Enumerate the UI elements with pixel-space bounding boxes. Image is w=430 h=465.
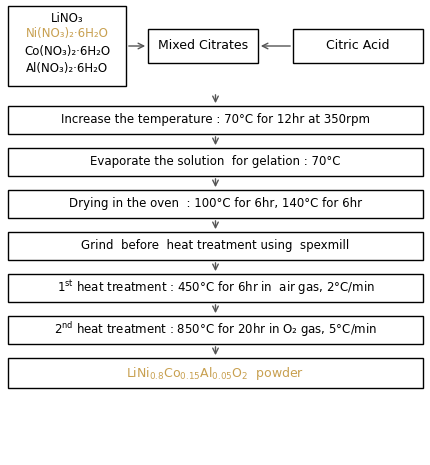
Bar (8, 358, 422, 388)
Bar (8, 148, 422, 176)
Text: Al(NO₃)₂·6H₂O: Al(NO₃)₂·6H₂O (26, 62, 108, 75)
Bar (8, 106, 422, 134)
Text: Grind  before  heat treatment using  spexmill: Grind before heat treatment using spexmi… (81, 239, 349, 252)
Bar (292, 29, 422, 63)
Bar (8, 274, 422, 302)
Bar (8, 316, 422, 344)
Text: Increase the temperature : 70°C for 12hr at 350rpm: Increase the temperature : 70°C for 12hr… (61, 113, 369, 126)
Text: LiNO₃: LiNO₃ (51, 13, 83, 26)
Text: Ni(NO₃)₂·6H₂O: Ni(NO₃)₂·6H₂O (25, 27, 108, 40)
Text: Co(NO₃)₂·6H₂O: Co(NO₃)₂·6H₂O (24, 46, 110, 59)
Bar (8, 6, 126, 86)
Text: Drying in the oven  : 100°C for 6hr, 140°C for 6hr: Drying in the oven : 100°C for 6hr, 140°… (69, 198, 361, 211)
Text: LiNi$_{0.8}$Co$_{0.15}$Al$_{0.05}$O$_{2}$  powder: LiNi$_{0.8}$Co$_{0.15}$Al$_{0.05}$O$_{2}… (126, 365, 304, 381)
Text: Citric Acid: Citric Acid (326, 40, 389, 53)
Bar (8, 232, 422, 260)
Text: 1$^{\mathregular{st}}$ heat treatment : 450°C for 6hr in  air gas, 2°C/min: 1$^{\mathregular{st}}$ heat treatment : … (56, 279, 374, 297)
Text: Mixed Citrates: Mixed Citrates (157, 40, 248, 53)
Text: 2$^{\mathregular{nd}}$ heat treatment : 850°C for 20hr in O₂ gas, 5°C/min: 2$^{\mathregular{nd}}$ heat treatment : … (54, 320, 376, 339)
Bar (147, 29, 258, 63)
Bar (8, 190, 422, 218)
Text: Evaporate the solution  for gelation : 70°C: Evaporate the solution for gelation : 70… (90, 155, 340, 168)
